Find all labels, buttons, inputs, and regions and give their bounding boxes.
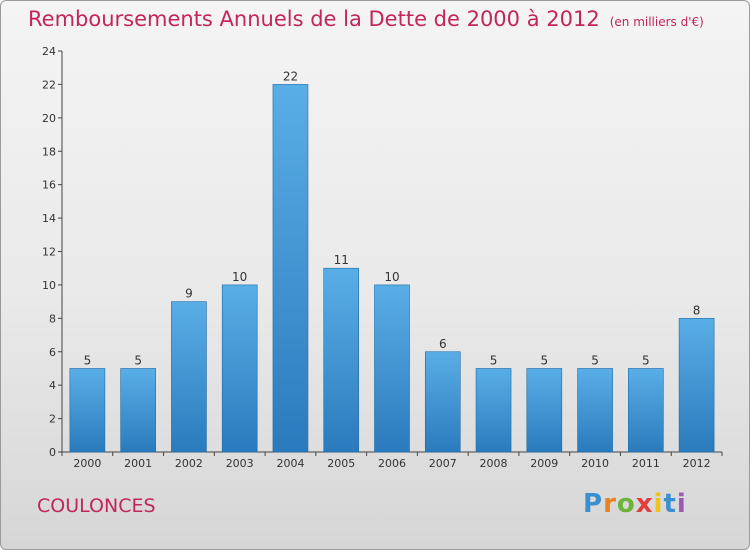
y-tick-label: 6 bbox=[49, 346, 56, 359]
y-tick-label: 22 bbox=[42, 78, 56, 91]
x-tick-label: 2004 bbox=[276, 457, 304, 470]
y-tick-label: 14 bbox=[42, 212, 56, 225]
bar bbox=[69, 368, 106, 453]
y-tick-label: 18 bbox=[42, 145, 56, 158]
y-tick-label: 4 bbox=[49, 379, 56, 392]
x-tick-label: 2008 bbox=[480, 457, 508, 470]
x-tick-label: 2002 bbox=[175, 457, 203, 470]
y-tick-label: 24 bbox=[42, 45, 56, 58]
logo-letter: x bbox=[635, 489, 654, 519]
x-tick-label: 2006 bbox=[378, 457, 406, 470]
logo-letter: i bbox=[676, 489, 687, 519]
bar bbox=[120, 368, 156, 453]
bar bbox=[171, 301, 207, 453]
bar bbox=[272, 84, 309, 453]
logo-letter: r bbox=[603, 489, 617, 519]
y-tick-label: 8 bbox=[49, 312, 56, 325]
x-tick-label: 2005 bbox=[327, 457, 355, 470]
chart-title: Remboursements Annuels de la Dette de 20… bbox=[28, 7, 704, 31]
chart-unit: (en milliers d'€) bbox=[609, 15, 704, 29]
bar-value-label: 8 bbox=[693, 303, 701, 317]
logo-letter: t bbox=[663, 489, 677, 519]
bar bbox=[221, 284, 258, 453]
bar bbox=[323, 267, 360, 453]
bar-value-label: 5 bbox=[591, 353, 599, 367]
logo-letter: o bbox=[616, 489, 636, 519]
bar bbox=[526, 368, 563, 453]
bar-value-label: 10 bbox=[232, 270, 247, 284]
x-tick-label: 2003 bbox=[226, 457, 254, 470]
value-labels: 5 5 9 10 22 11 10 6 5 5 5 5 8 bbox=[84, 69, 701, 367]
x-tick-label: 2010 bbox=[581, 457, 609, 470]
bar-value-label: 6 bbox=[439, 337, 447, 351]
bar bbox=[374, 284, 410, 453]
bar bbox=[577, 368, 613, 453]
bar-value-label: 22 bbox=[283, 69, 298, 83]
logo-letter: i bbox=[653, 489, 664, 519]
y-tick-label: 12 bbox=[42, 246, 56, 259]
bar-value-label: 11 bbox=[334, 253, 349, 267]
bar-value-label: 5 bbox=[490, 353, 498, 367]
bar-value-label: 9 bbox=[185, 287, 193, 301]
y-tick-label: 2 bbox=[49, 413, 56, 426]
bar-value-label: 5 bbox=[134, 353, 142, 367]
bar bbox=[424, 351, 461, 453]
bar-value-label: 5 bbox=[84, 353, 92, 367]
proxiti-logo: Proxiti bbox=[583, 489, 687, 519]
x-tick-label: 2012 bbox=[683, 457, 711, 470]
y-tick-label: 10 bbox=[42, 279, 56, 292]
x-tick-label: 2009 bbox=[530, 457, 558, 470]
bars bbox=[69, 84, 715, 453]
y-tick-label: 20 bbox=[42, 112, 56, 125]
commune-name: COULONCES bbox=[37, 495, 156, 517]
x-tick-label: 2000 bbox=[73, 457, 101, 470]
bar bbox=[475, 368, 512, 453]
logo-letter: P bbox=[583, 489, 604, 519]
chart-title-text: Remboursements Annuels de la Dette de 20… bbox=[28, 7, 600, 31]
bar bbox=[678, 318, 715, 453]
x-tick-label: 2007 bbox=[429, 457, 457, 470]
y-tick-label: 16 bbox=[42, 179, 56, 192]
bar-value-label: 5 bbox=[642, 353, 650, 367]
x-tick-label: 2001 bbox=[124, 457, 152, 470]
x-tick-label: 2011 bbox=[632, 457, 660, 470]
bar-value-label: 10 bbox=[384, 270, 399, 284]
bar-value-label: 5 bbox=[540, 353, 548, 367]
bar bbox=[628, 368, 664, 453]
y-tick-label: 0 bbox=[49, 446, 56, 459]
